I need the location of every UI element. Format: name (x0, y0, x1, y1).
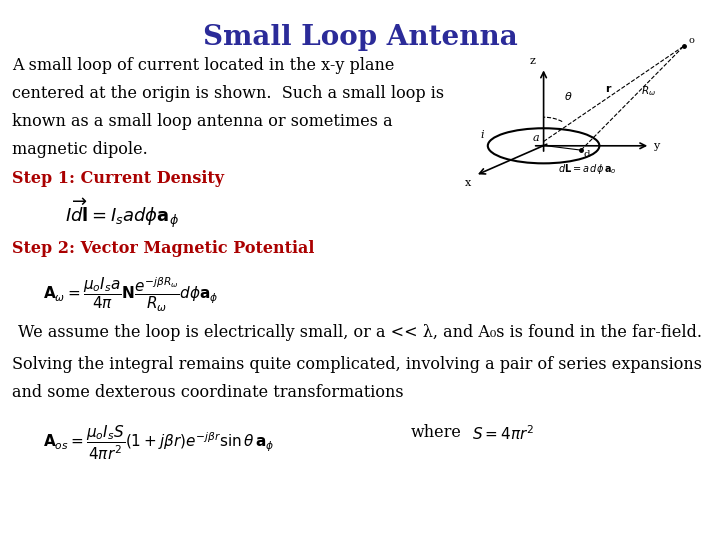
Text: centered at the origin is shown.  Such a small loop is: centered at the origin is shown. Such a … (12, 85, 444, 102)
Text: $\theta$: $\theta$ (564, 90, 572, 102)
Text: Small Loop Antenna: Small Loop Antenna (202, 24, 518, 51)
Text: $\mathbf{A}_{os} = \dfrac{\mu_o I_s S}{4\pi r^2}\left(1 + j\beta r\right)e^{-j\b: $\mathbf{A}_{os} = \dfrac{\mu_o I_s S}{4… (43, 424, 275, 462)
Text: i: i (480, 130, 484, 140)
Text: y: y (653, 141, 660, 151)
Text: Step 1: Current Density: Step 1: Current Density (12, 170, 224, 187)
Text: z: z (529, 56, 535, 66)
Text: $\overrightarrow{Id\mathbf{l}} = I_s ad\phi\mathbf{a}_\phi$: $\overrightarrow{Id\mathbf{l}} = I_s ad\… (65, 197, 179, 231)
Text: magnetic dipole.: magnetic dipole. (12, 141, 148, 158)
Text: $\mathbf{A}_{\omega} = \dfrac{\mu_o I_s a}{4\pi}\mathbf{N}\dfrac{e^{-j\beta R_{\: $\mathbf{A}_{\omega} = \dfrac{\mu_o I_s … (43, 275, 219, 314)
Text: x: x (465, 178, 472, 188)
Text: We assume the loop is electrically small, or a << λ, and A₀s is found in the far: We assume the loop is electrically small… (18, 324, 702, 341)
Text: $S = 4\pi r^2$: $S = 4\pi r^2$ (472, 424, 534, 443)
Text: Solving the integral remains quite complicated, involving a pair of series expan: Solving the integral remains quite compl… (12, 356, 702, 373)
Text: $\bf{r}$: $\bf{r}$ (605, 83, 612, 94)
Text: known as a small loop antenna or sometimes a: known as a small loop antenna or sometim… (12, 113, 393, 130)
Text: A small loop of current located in the x-y plane: A small loop of current located in the x… (12, 57, 395, 73)
Text: where: where (410, 424, 462, 441)
Text: Step 2: Vector Magnetic Potential: Step 2: Vector Magnetic Potential (12, 240, 315, 257)
Text: $R_{\omega}$: $R_{\omega}$ (641, 84, 656, 98)
Text: o: o (688, 36, 694, 45)
Text: $d\mathbf{L}=a\,d\phi\,\mathbf{a}_o$: $d\mathbf{L}=a\,d\phi\,\mathbf{a}_o$ (558, 161, 616, 176)
Text: d: d (584, 150, 590, 159)
Text: a: a (533, 133, 539, 144)
Text: and some dexterous coordinate transformations: and some dexterous coordinate transforma… (12, 384, 404, 401)
